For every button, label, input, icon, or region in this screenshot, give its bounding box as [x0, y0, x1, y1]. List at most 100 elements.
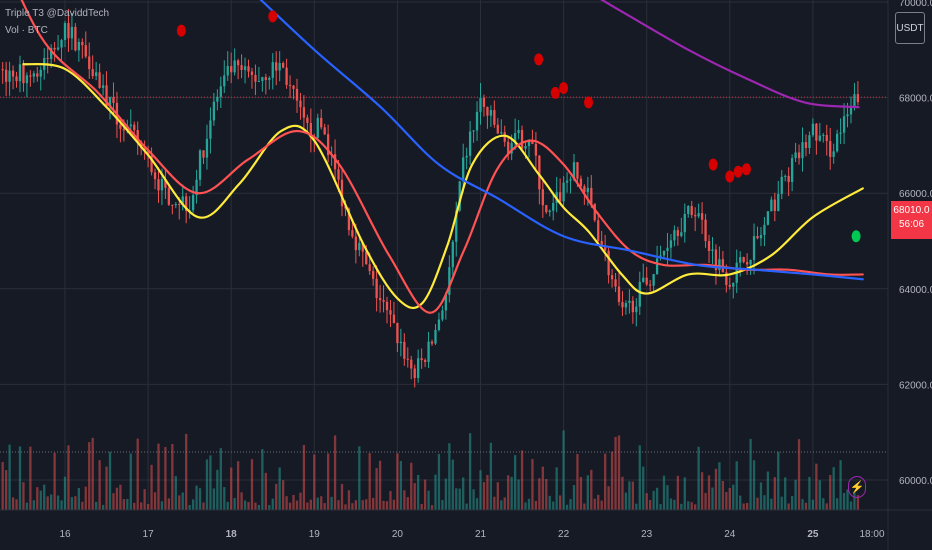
volume-bar — [53, 452, 56, 510]
candle-body — [797, 152, 801, 159]
volume-bar — [669, 498, 673, 510]
candle-body — [524, 146, 527, 149]
volume-bar — [126, 498, 129, 510]
volume-bar — [839, 460, 842, 510]
volume-bar — [67, 445, 70, 510]
volume-bar — [621, 476, 624, 510]
candle-body — [818, 135, 821, 141]
candle-body — [638, 281, 641, 307]
lightning-icon[interactable]: ⚡ — [848, 476, 866, 498]
y-tick-label: 68000.0 — [899, 94, 932, 105]
volume-bar — [728, 487, 731, 510]
volume-bar — [257, 504, 261, 510]
candle-body — [829, 141, 832, 157]
candle-body — [420, 358, 423, 361]
candle-body — [784, 175, 787, 177]
volume-bar — [513, 455, 517, 510]
candle-body — [621, 301, 624, 308]
y-tick-label: 62000.0 — [899, 380, 932, 391]
volume-bar — [489, 442, 493, 510]
volume-bar — [846, 489, 849, 510]
buy-signal-marker — [851, 230, 861, 243]
volume-bar — [759, 482, 763, 510]
volume-bar — [434, 474, 437, 510]
volume-bar — [607, 486, 610, 510]
volume-bar — [133, 502, 136, 510]
candle-body — [635, 306, 638, 313]
candle-body — [652, 274, 655, 286]
volume-bar — [721, 480, 725, 510]
candle-body — [112, 97, 115, 103]
candle-body — [590, 187, 593, 204]
candle-body — [846, 114, 849, 117]
candle-body — [704, 219, 707, 242]
sell-signal-marker — [725, 170, 735, 183]
volume-bar — [32, 500, 35, 510]
volume-bar — [662, 475, 666, 510]
volume-bar — [711, 487, 714, 510]
candle-body — [832, 151, 835, 157]
volume-bar — [583, 503, 586, 510]
volume-bar — [797, 439, 801, 510]
volume-bar — [569, 499, 572, 510]
volume-bar — [226, 501, 229, 510]
candle-body — [500, 132, 503, 134]
candle-body — [18, 64, 22, 82]
volume-bar — [493, 496, 496, 510]
volume-bar — [773, 477, 776, 510]
volume-bar — [268, 505, 271, 510]
volume-bar — [787, 503, 790, 510]
volume-bar — [372, 497, 375, 510]
volume-bar — [150, 464, 153, 510]
volume-bar — [351, 503, 354, 510]
volume-bar — [185, 433, 188, 510]
t3-line-t3-slow-mix — [600, 0, 860, 109]
candle-body — [597, 220, 600, 241]
sell-signal-marker — [268, 10, 278, 23]
volume-bar — [825, 503, 828, 510]
volume-bar — [780, 496, 783, 510]
volume-bar — [167, 498, 171, 510]
candle-body — [849, 107, 853, 115]
candle-body — [230, 66, 233, 73]
volume-bar — [707, 475, 711, 510]
candle-body — [507, 141, 510, 154]
volume-bar — [164, 447, 167, 510]
volume-bar — [378, 460, 382, 510]
volume-bar — [534, 500, 538, 510]
y-tick-label: 70000.0 — [899, 0, 932, 9]
candle-body — [808, 135, 811, 148]
candle-body — [351, 230, 354, 237]
volume-bar — [105, 466, 108, 510]
candle-body — [513, 133, 517, 143]
volume-bar — [143, 489, 146, 510]
volume-bar — [236, 461, 240, 510]
volume-bar — [403, 490, 406, 510]
candle-body — [683, 214, 686, 233]
volume-bar — [46, 496, 49, 510]
volume-bar — [292, 495, 295, 510]
x-tick-label: 21 — [475, 529, 487, 540]
candle-body — [53, 47, 56, 50]
candle-body — [825, 134, 828, 142]
currency-unit-button[interactable]: USDT — [895, 12, 925, 44]
candle-body — [417, 358, 420, 379]
volume-bar — [247, 502, 250, 510]
volume-bar — [171, 443, 174, 510]
last-price-tag: 68010.0 56:06 — [891, 201, 932, 239]
volume-bar — [313, 454, 316, 510]
volume-bar — [455, 488, 458, 510]
candle-body — [541, 189, 544, 206]
candle-body — [292, 85, 295, 89]
sell-signal-marker — [559, 82, 569, 95]
candle-body — [285, 67, 288, 85]
x-tick-label: 19 — [309, 529, 321, 540]
volume-bar — [690, 502, 693, 510]
volume-bar — [832, 467, 835, 510]
candle-body — [358, 242, 361, 251]
candle-body — [531, 141, 534, 144]
volume-bar — [475, 498, 479, 510]
candle-body — [392, 314, 396, 323]
candle-body — [95, 72, 98, 77]
